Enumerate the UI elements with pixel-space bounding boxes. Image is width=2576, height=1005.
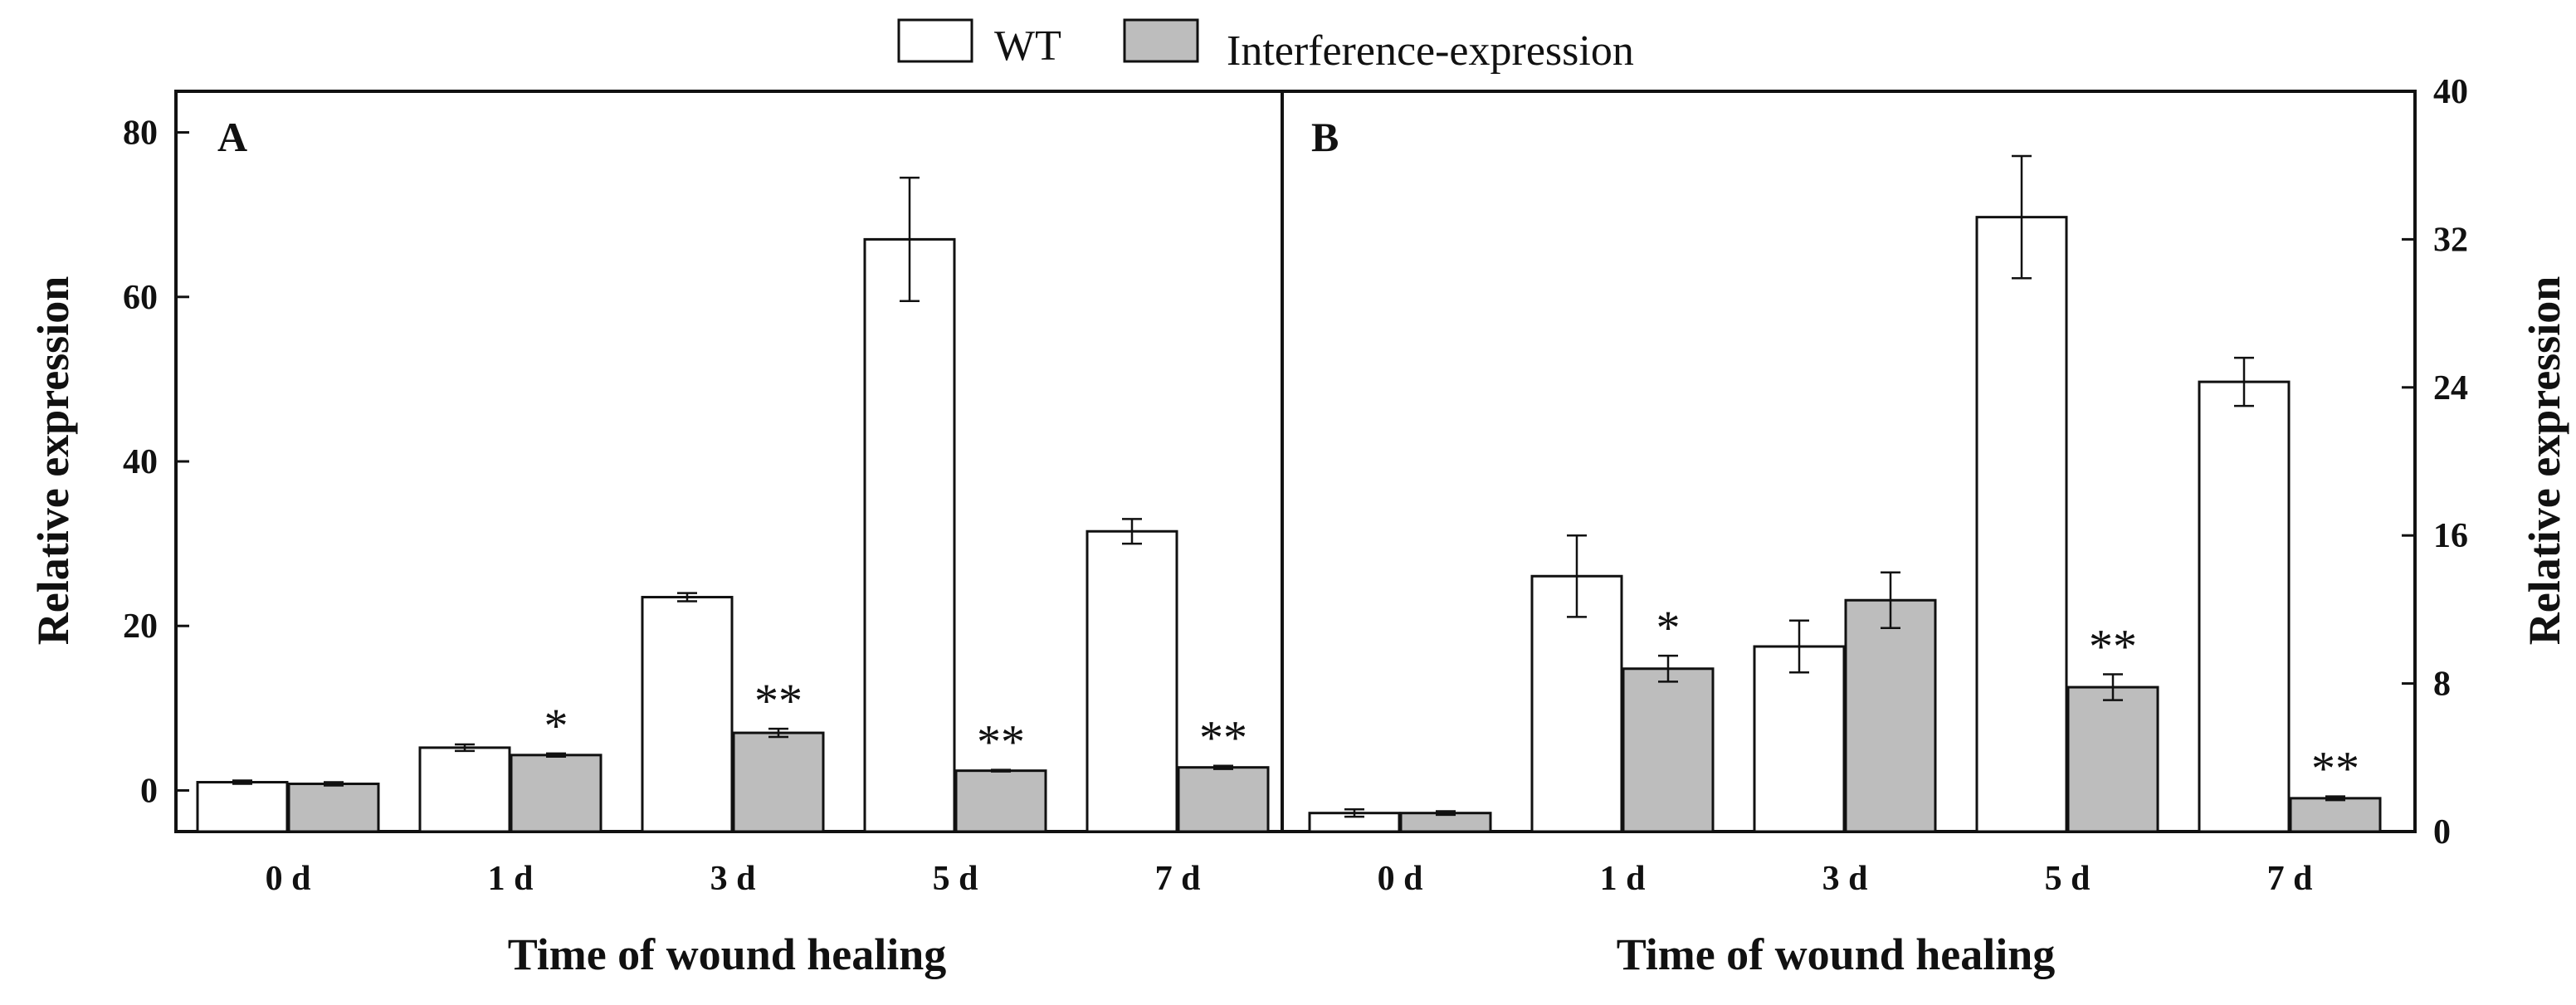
y-tick-label: 0 — [2433, 813, 2451, 851]
bar-wt-0d — [196, 781, 289, 833]
significance-marks: * **** *** **** — [544, 601, 2360, 795]
bar-wt-3d — [641, 596, 734, 833]
bar-interference-7d — [2289, 797, 2382, 833]
x-tick-label: 3 d — [1822, 860, 1868, 898]
x-axis-title-b: Time of wound healing — [1617, 929, 2056, 979]
y-axis-title-left: Relative expression — [28, 276, 78, 645]
y-tick-label: 16 — [2433, 517, 2468, 555]
bar-interference-5d — [954, 769, 1047, 833]
x-tick-label: 1 d — [1600, 860, 1646, 898]
significance-mark: ** — [2311, 742, 2359, 796]
x-tick-label: 5 d — [2045, 860, 2091, 898]
bar-wt-5d — [1975, 216, 2068, 833]
bar-interference-1d — [1622, 667, 1715, 833]
error-bars — [232, 154, 2345, 818]
bar-wt-5d — [863, 237, 956, 833]
y-tick-label: 40 — [2433, 73, 2468, 111]
bar-wt-1d — [1530, 574, 1623, 833]
bar-wt-7d — [1086, 529, 1178, 833]
bar-interference-5d — [2066, 685, 2159, 833]
x-tick-label: 7 d — [1155, 860, 1201, 898]
significance-mark: ** — [1199, 711, 1247, 765]
y-tick-label: 40 — [123, 443, 158, 481]
legend: WT Interference-expression — [897, 18, 1634, 75]
significance-mark: ** — [2089, 619, 2137, 673]
significance-mark: ** — [977, 715, 1025, 769]
panel-b-label: B — [1311, 114, 1339, 160]
bar-wt-7d — [2198, 380, 2291, 833]
y-tick-label: 0 — [140, 772, 158, 810]
x-tick-label: 3 d — [710, 860, 756, 898]
bar-interference-0d — [287, 783, 380, 833]
bar-interference-3d — [732, 731, 825, 833]
x-tick-label: 7 d — [2267, 860, 2313, 898]
axis-ticks: 0 20 40 60 80 0 d 1 d 3 d 5 d 7 d 0 8 16 24 32 40 0 d 1 d… — [123, 73, 2468, 898]
bar-interference-7d — [1177, 766, 1270, 833]
y-tick-label: 32 — [2433, 221, 2468, 259]
x-tick-label: 5 d — [933, 860, 978, 898]
y-axis-title-right: Relative expression — [2520, 276, 2569, 645]
y-tick-label: 24 — [2433, 369, 2468, 407]
bar-wt-3d — [1753, 645, 1846, 833]
y-tick-label: 20 — [123, 607, 158, 646]
x-tick-label: 1 d — [488, 860, 534, 898]
x-axis-title-a: Time of wound healing — [508, 929, 947, 979]
bar-interference-3d — [1844, 598, 1937, 833]
x-tick-label: 0 d — [266, 860, 311, 898]
legend-label-wt: WT — [994, 22, 1061, 70]
panel-a-label: A — [217, 114, 247, 160]
bar-wt-1d — [418, 746, 511, 833]
significance-mark: * — [544, 699, 568, 753]
x-tick-label: 0 d — [1378, 860, 1423, 898]
bar-interference-1d — [510, 754, 603, 833]
bars — [196, 216, 2382, 833]
legend-swatch-wt — [897, 18, 973, 63]
y-tick-label: 8 — [2433, 666, 2451, 704]
y-tick-label: 60 — [123, 279, 158, 317]
significance-mark: * — [1656, 601, 1681, 655]
significance-mark: ** — [754, 674, 803, 728]
y-tick-label: 80 — [123, 115, 158, 153]
legend-label-interference: Interference-expression — [1227, 27, 1634, 75]
legend-swatch-interference — [1123, 18, 1199, 63]
